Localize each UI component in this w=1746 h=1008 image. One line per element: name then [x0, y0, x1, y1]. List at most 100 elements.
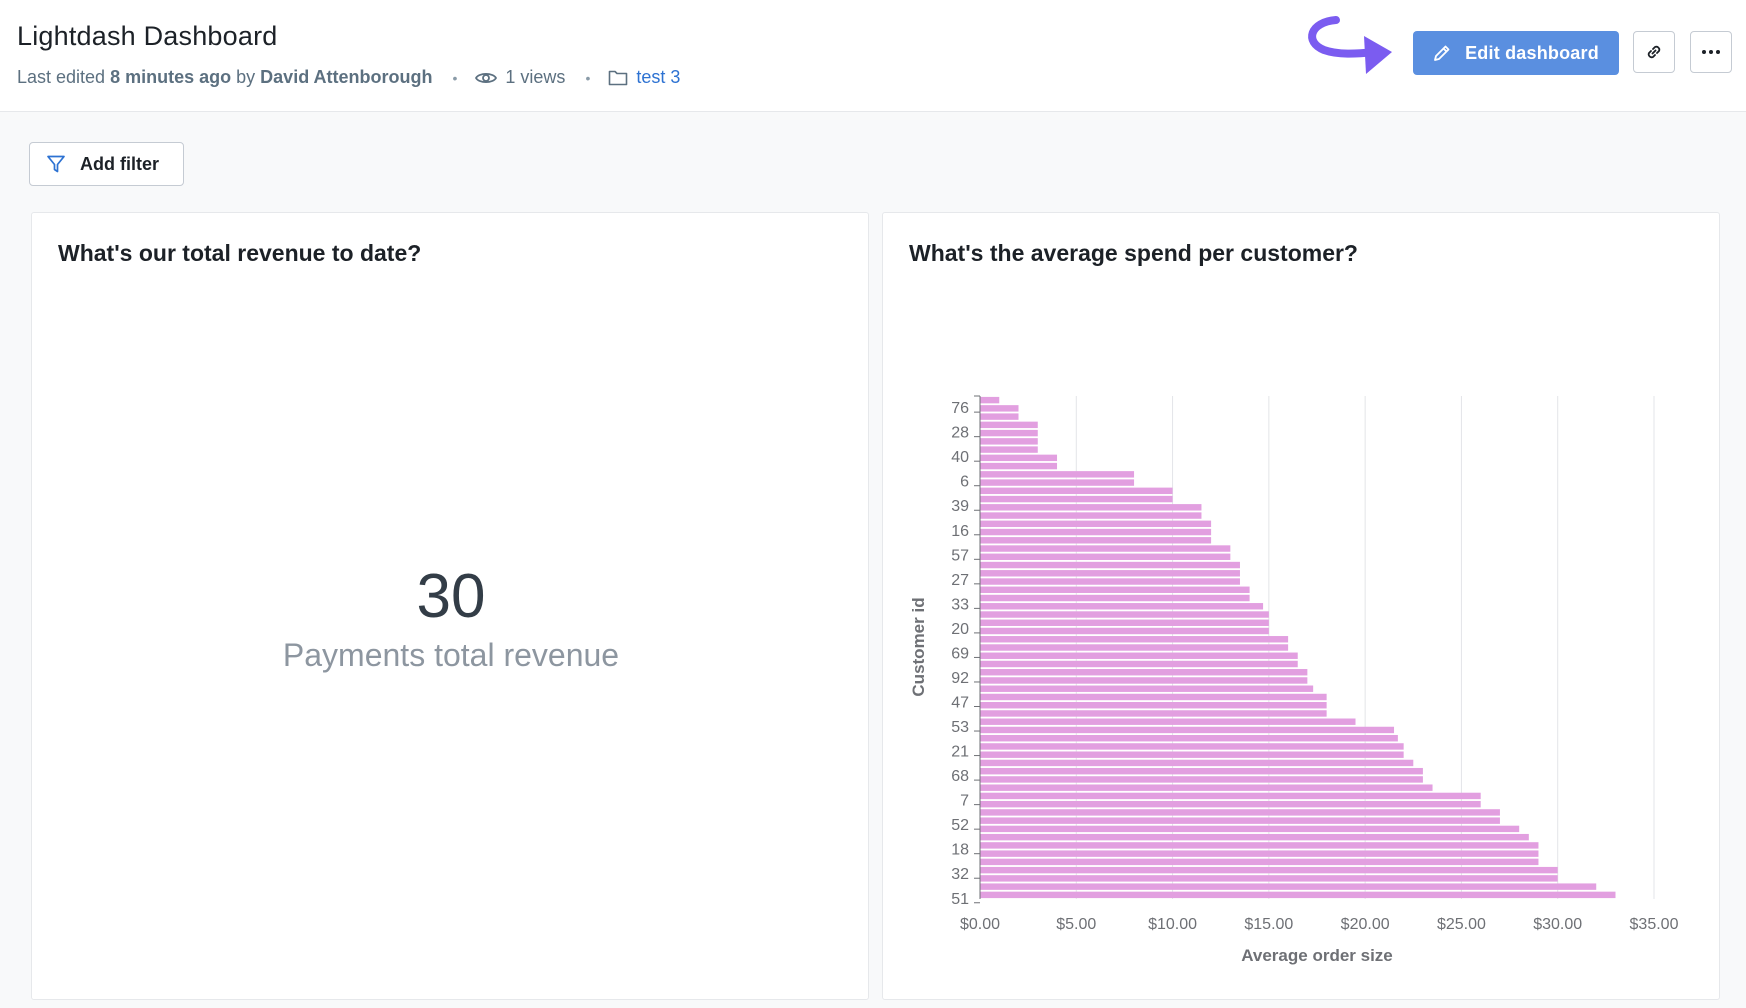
tile-average-spend: What's the average spend per customer? $…: [882, 212, 1720, 1000]
x-tick-label: $20.00: [1341, 916, 1390, 933]
bar: [980, 800, 1481, 808]
bar: [980, 784, 1433, 791]
bar: [980, 710, 1327, 717]
y-tick-label: 33: [951, 596, 969, 613]
more-options-button[interactable]: [1690, 31, 1732, 73]
bar: [980, 396, 1000, 404]
bar: [980, 669, 1308, 676]
y-tick-label: 92: [951, 670, 969, 687]
meta-separator: •: [585, 69, 591, 86]
y-tick-label: 21: [951, 744, 969, 761]
bar-chart: $0.00 $5.00 $10.00 $15.00 $20.00 $25.00 $30.00…: [909, 395, 1679, 965]
bar: [980, 726, 1395, 734]
x-tick-label: $35.00: [1630, 916, 1679, 933]
bar: [980, 875, 1558, 882]
x-tick-label: $5.00: [1056, 916, 1096, 933]
edit-dashboard-button[interactable]: Edit dashboard: [1413, 31, 1619, 75]
bar: [980, 619, 1269, 626]
bar: [980, 487, 1173, 495]
bar: [980, 677, 1308, 684]
y-tick-label: 69: [951, 645, 969, 662]
eye-icon: [475, 72, 498, 83]
bar: [980, 718, 1356, 725]
add-filter-label: Add filter: [80, 153, 159, 174]
arrow-annotation-icon: [1308, 16, 1392, 74]
meta-separator: •: [452, 69, 458, 86]
y-tick-label: 32: [951, 866, 969, 883]
y-tick-label: 57: [951, 547, 969, 564]
bar: [980, 561, 1240, 569]
x-axis-title: Average order size: [1241, 946, 1393, 965]
bar: [980, 660, 1298, 668]
bar: [980, 495, 1173, 503]
y-tick-label: 76: [951, 400, 969, 417]
y-tick-label: 18: [951, 842, 969, 859]
filter-icon: [47, 155, 65, 173]
bar: [980, 759, 1414, 767]
y-axis-title: Customer id: [909, 597, 928, 696]
dashboard-meta: Last edited 8 minutes ago by David Atten…: [17, 67, 680, 88]
bar: [980, 586, 1250, 593]
tile-total-revenue: What's our total revenue to date? 30 Pay…: [31, 212, 869, 1000]
link-icon: [1647, 45, 1661, 59]
meta-time: 8 minutes ago: [110, 67, 232, 87]
y-tick-label: 51: [951, 891, 969, 908]
bar: [980, 471, 1135, 478]
page-title: Lightdash Dashboard: [17, 21, 278, 51]
bar: [980, 454, 1058, 462]
meta-by: by: [236, 67, 256, 87]
y-tick-label: 20: [951, 621, 969, 638]
meta-author: David Attenborough: [260, 67, 433, 87]
bar: [980, 817, 1500, 824]
y-tick-label: 68: [951, 768, 969, 785]
y-tick-label: 6: [960, 474, 969, 491]
meta-prefix: Last edited: [17, 67, 106, 87]
bar: [980, 751, 1404, 758]
x-tick-label: $0.00: [960, 916, 1000, 933]
bar: [980, 743, 1404, 750]
bar: [980, 825, 1520, 833]
bar: [980, 685, 1314, 692]
y-tick-label: 27: [951, 572, 969, 589]
bar: [980, 429, 1038, 437]
bar: [980, 462, 1058, 470]
y-tick-label: 47: [951, 695, 969, 712]
bar: [980, 405, 1019, 412]
add-filter-button[interactable]: Add filter: [29, 142, 184, 186]
x-tick-label: $10.00: [1148, 916, 1197, 933]
bar: [980, 545, 1231, 552]
folder-link[interactable]: test 3: [636, 67, 681, 87]
bar: [980, 446, 1038, 453]
edit-dashboard-label: Edit dashboard: [1465, 42, 1599, 63]
y-tick-label: 16: [951, 523, 969, 540]
bar: [980, 578, 1240, 585]
share-link-button[interactable]: [1633, 31, 1675, 73]
bar: [980, 603, 1264, 610]
x-tick-label: $25.00: [1437, 916, 1486, 933]
bar: [980, 693, 1327, 701]
x-tick-label: $30.00: [1533, 916, 1582, 933]
bar: [980, 627, 1269, 635]
y-tick-label: 28: [951, 425, 969, 442]
bar: [980, 850, 1539, 857]
bar: [980, 611, 1269, 618]
bar: [980, 570, 1240, 577]
bar: [980, 891, 1616, 899]
big-number-label: Payments total revenue: [282, 637, 620, 673]
bar: [980, 537, 1212, 544]
bar: [980, 842, 1539, 849]
bar: [980, 413, 1019, 420]
x-tick-label: $15.00: [1244, 916, 1293, 933]
y-tick-label: 53: [951, 719, 969, 736]
bar: [980, 594, 1250, 602]
bar: [980, 792, 1481, 800]
dashboard-header: Lightdash Dashboard Last edited 8 minute…: [0, 0, 1746, 112]
bar: [980, 776, 1423, 783]
bar: [980, 734, 1398, 742]
bar: [980, 809, 1500, 816]
bar: [980, 883, 1597, 890]
bar: [980, 421, 1038, 429]
bar: [980, 512, 1202, 519]
bar: [980, 528, 1212, 536]
bar: [980, 866, 1558, 874]
